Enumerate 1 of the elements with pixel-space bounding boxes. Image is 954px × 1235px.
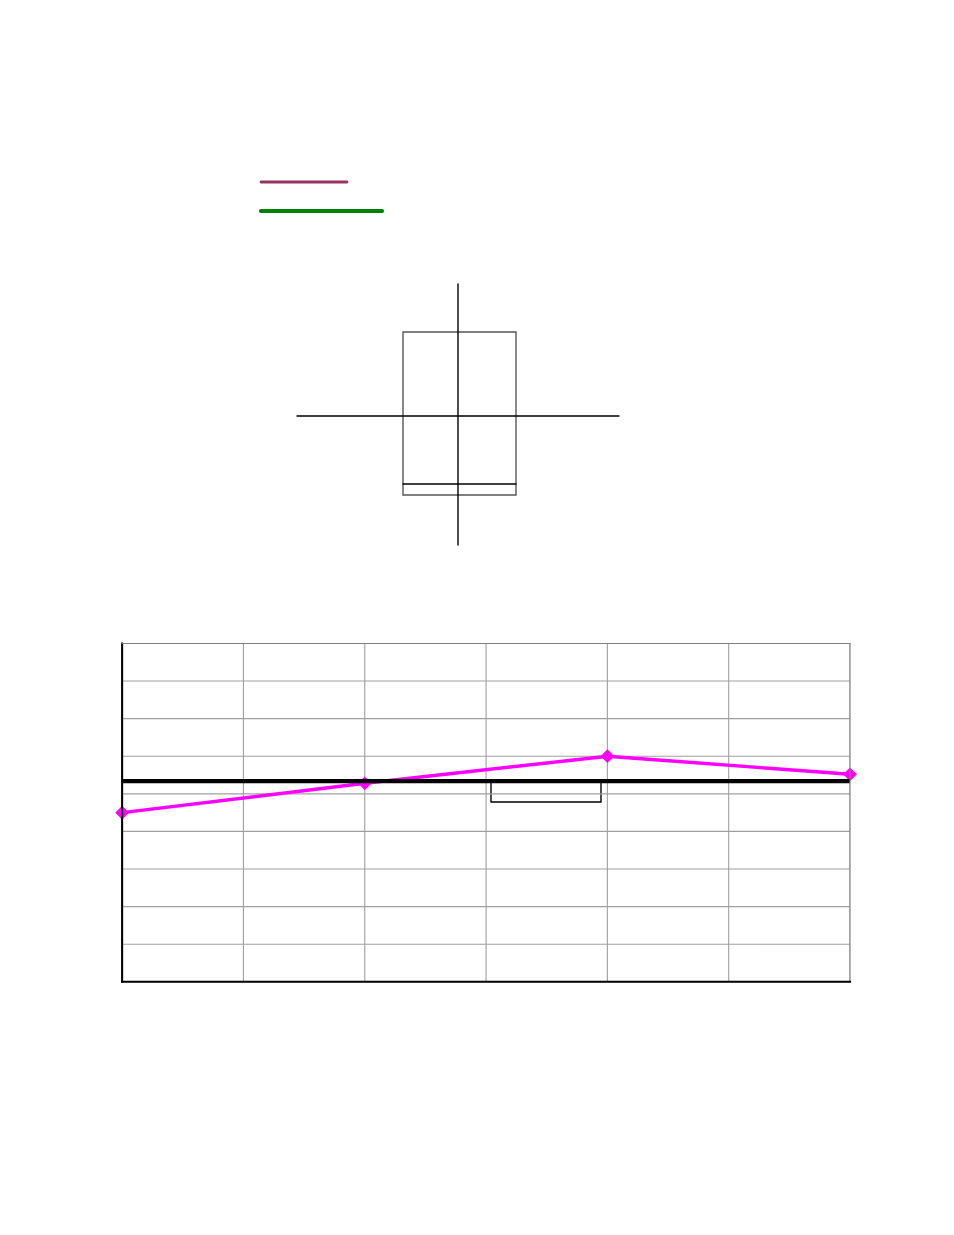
point [600, 749, 614, 763]
